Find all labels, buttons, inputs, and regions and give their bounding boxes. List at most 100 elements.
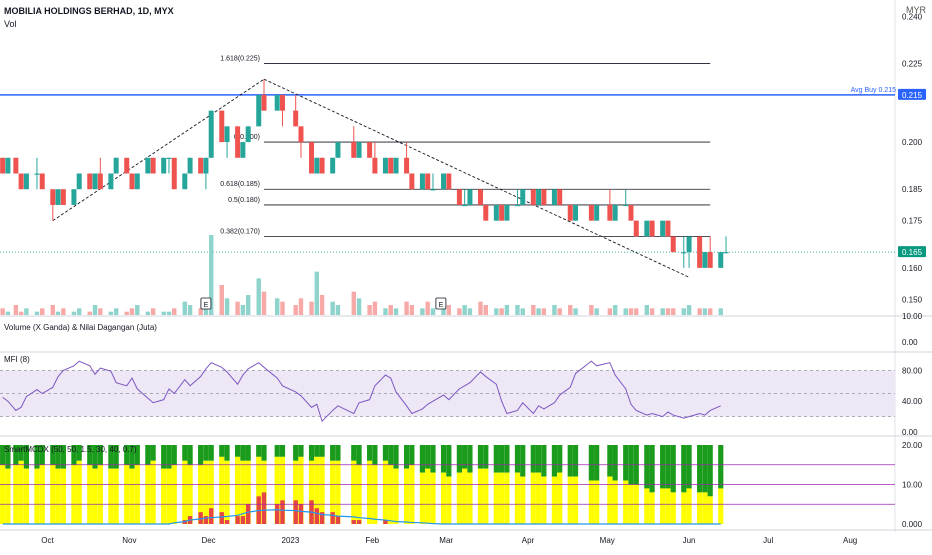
smc-green-bar — [13, 445, 19, 465]
smc-yellow-bar — [551, 476, 558, 524]
candle-body — [60, 189, 66, 205]
smc-green-bar — [514, 445, 521, 473]
volume-bar — [467, 308, 473, 315]
smc-green-bar — [293, 445, 299, 461]
smc-yellow-bar — [13, 464, 19, 524]
mfi-tick-label: 80.00 — [902, 366, 923, 375]
smc-yellow-bar — [456, 472, 462, 524]
candle-body — [97, 173, 103, 190]
trend-line — [52, 78, 265, 222]
smc-yellow-bar — [161, 468, 167, 524]
volume-bar — [150, 308, 156, 315]
candle-body — [514, 204, 520, 207]
volume-bar — [515, 305, 520, 315]
smc-yellow-bar — [203, 460, 209, 524]
smc-green-bar — [129, 445, 135, 469]
candle-body — [314, 157, 320, 174]
candle-body — [607, 204, 613, 221]
candle-body — [129, 173, 135, 190]
smc-yellow-bar — [718, 488, 724, 524]
smc-green-bar — [187, 445, 193, 465]
smc-green-bar — [113, 445, 119, 469]
volume-bar — [623, 308, 628, 315]
smc-yellow-bar — [686, 488, 692, 524]
smc-green-bar — [535, 445, 542, 473]
smc-yellow-bar — [514, 472, 521, 524]
vol-label: Vol — [4, 19, 17, 29]
smc-yellow-bar — [382, 460, 389, 524]
smc-green-bar — [97, 445, 103, 465]
smc-red-bar — [383, 520, 388, 524]
x-tick-label: Jul — [763, 536, 773, 545]
volume-bar — [34, 311, 40, 315]
earnings-marker — [200, 297, 212, 310]
earnings-marker-label: E — [204, 302, 209, 309]
smc-yellow-bar — [224, 460, 230, 524]
candle-body — [18, 173, 24, 190]
fib-level-label: 0.382(0.170) — [220, 228, 260, 235]
smc-green-bar — [462, 445, 468, 469]
volume-bar — [707, 308, 713, 315]
smc-green-bar — [134, 445, 140, 465]
candle-body — [76, 173, 82, 190]
smc-red-bar — [356, 520, 362, 524]
smc-yellow-bar — [182, 460, 188, 524]
smc-green-bar — [541, 445, 547, 477]
x-tick-label: Mar — [439, 536, 453, 545]
smc-green-bar — [314, 445, 320, 457]
volume-bar — [309, 301, 314, 315]
smc-red-bar — [203, 516, 209, 524]
candle-body — [478, 189, 484, 205]
volume-bar — [319, 295, 325, 315]
smc-yellow-bar — [92, 468, 98, 524]
candle-body — [707, 252, 713, 268]
volume-bar — [531, 305, 536, 315]
volume-bar — [293, 305, 298, 315]
smc-green-bar — [607, 445, 613, 477]
smc-green-bar — [649, 445, 655, 493]
currency-label: MYR — [906, 5, 926, 15]
smc-yellow-bar — [18, 460, 24, 524]
smc-yellow-bar — [623, 480, 629, 524]
price-tick-label: 0.175 — [902, 217, 923, 226]
smc-yellow-bar — [477, 468, 484, 524]
smc-green-bar — [665, 445, 671, 489]
smc-yellow-bar — [588, 480, 594, 524]
volume-bar — [135, 305, 140, 315]
price-tick-label: 0.150 — [902, 295, 923, 304]
volume-bar — [356, 298, 362, 315]
smc-green-bar — [235, 445, 241, 457]
volume-bar — [628, 308, 634, 315]
smc-green-bar — [718, 445, 724, 489]
candle-body — [623, 204, 629, 207]
smc-yellow-bar — [298, 456, 304, 524]
smc-green-bar — [623, 445, 629, 481]
price-tick-label: 0.200 — [902, 138, 923, 147]
candle-body — [219, 110, 225, 143]
smc-green-bar — [166, 445, 172, 469]
smc-yellow-bar — [403, 468, 410, 524]
smc-yellow-bar — [314, 456, 320, 524]
volume-bar — [219, 285, 224, 315]
smc-green-bar — [493, 445, 499, 473]
smc-yellow-bar — [134, 464, 140, 524]
candle-body — [187, 157, 193, 174]
smc-green-bar — [707, 445, 713, 497]
volume-bar — [634, 308, 639, 315]
smc-green-bar — [520, 445, 526, 477]
smc-green-bar — [425, 445, 431, 469]
smc-yellow-bar — [535, 472, 542, 524]
smc-yellow-bar — [372, 464, 378, 524]
volume-bar — [686, 305, 692, 315]
candle-body — [372, 157, 378, 174]
volume-bar — [145, 311, 151, 315]
smc-red-bar — [209, 508, 214, 524]
smc-tick-label: 0.000 — [902, 520, 923, 529]
candle-body — [702, 252, 708, 268]
smc-yellow-bar — [697, 492, 703, 524]
candle-body — [240, 142, 246, 158]
avg-buy-tag — [898, 88, 926, 100]
candle-body — [573, 204, 579, 221]
candle-body — [723, 252, 729, 254]
candle-body — [446, 173, 452, 190]
